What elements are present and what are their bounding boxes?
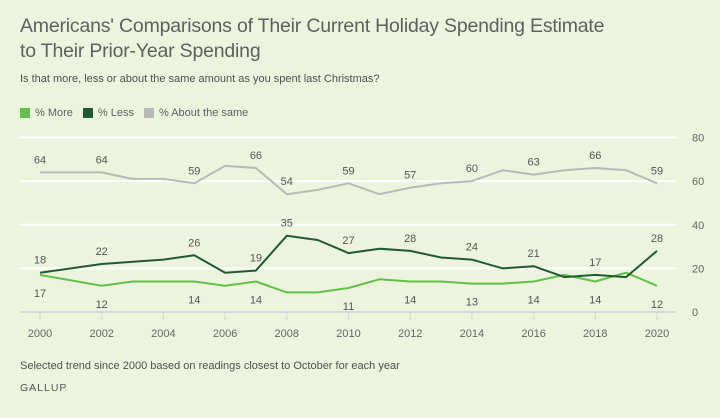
y-tick-label: 40 — [692, 220, 704, 232]
data-label-more: 14 — [250, 294, 262, 306]
data-label-about-the-same: 63 — [527, 157, 539, 169]
data-label-more: 12 — [96, 299, 108, 311]
data-label-more: 14 — [589, 294, 601, 306]
gallup-brand: GALLUP — [20, 382, 68, 394]
data-label-more: 13 — [466, 297, 478, 309]
legend-item-same: % About the same — [143, 107, 249, 119]
legend-label-more: % More — [35, 107, 73, 119]
data-label-more: 17 — [34, 288, 46, 300]
legend-label-same: % About the same — [158, 107, 249, 119]
legend-swatch-less — [82, 108, 93, 118]
chart-title: Americans' Comparisons of Their Current … — [20, 15, 605, 62]
x-tick-label: 2012 — [398, 328, 422, 340]
x-tick-label: 2000 — [28, 328, 52, 340]
series-line-more — [39, 271, 658, 294]
series-line-about-the-same — [40, 164, 658, 196]
data-label-less: 21 — [527, 248, 539, 260]
data-label-less: 17 — [589, 257, 601, 269]
y-tick-label: 20 — [692, 263, 704, 275]
footnote: Selected trend since 2000 based on readi… — [20, 360, 400, 372]
data-label-less: 35 — [281, 218, 293, 230]
data-label-about-the-same: 54 — [281, 176, 293, 188]
data-label-more: 14 — [527, 294, 539, 306]
x-tick-label: 2010 — [336, 328, 360, 340]
x-tick-label: 2014 — [460, 328, 484, 340]
data-label-less: 26 — [188, 237, 200, 249]
x-tick-label: 2004 — [151, 328, 175, 340]
legend-swatch-same — [143, 108, 154, 118]
data-label-more: 14 — [188, 294, 200, 306]
data-label-about-the-same: 59 — [188, 165, 200, 177]
data-label-about-the-same: 66 — [250, 150, 262, 162]
x-tick-label: 2016 — [521, 328, 545, 340]
legend: % More % Less % About the same — [20, 107, 258, 119]
data-label-about-the-same: 57 — [404, 170, 416, 182]
data-label-about-the-same: 59 — [651, 165, 663, 177]
x-tick-label: 2008 — [275, 328, 299, 340]
data-label-less: 28 — [651, 233, 663, 245]
data-label-less: 28 — [404, 233, 416, 245]
chart-subtitle: Is that more, less or about the same amo… — [20, 73, 380, 85]
x-tick-label: 2006 — [213, 328, 237, 340]
data-label-more: 11 — [343, 301, 354, 313]
data-label-less: 24 — [466, 242, 478, 254]
data-label-about-the-same: 64 — [96, 154, 108, 166]
data-label-about-the-same: 60 — [466, 163, 478, 175]
y-tick-label: 60 — [692, 176, 704, 188]
data-label-less: 22 — [96, 246, 108, 258]
legend-label-less: % Less — [97, 107, 134, 119]
x-tick-label: 2020 — [645, 328, 669, 340]
y-tick-label: 80 — [692, 133, 704, 145]
legend-swatch-more — [20, 108, 30, 118]
data-label-less: 18 — [34, 255, 46, 267]
data-label-less: 19 — [250, 253, 262, 265]
series-line-less — [39, 234, 658, 279]
y-tick-label: 0 — [692, 307, 698, 319]
data-label-about-the-same: 59 — [342, 165, 354, 177]
data-label-about-the-same: 64 — [34, 154, 46, 166]
data-label-about-the-same: 66 — [589, 150, 601, 162]
legend-item-less: % Less — [82, 107, 134, 119]
x-tick-label: 2002 — [89, 328, 113, 340]
x-tick-label: 2018 — [583, 328, 607, 340]
data-label-more: 14 — [404, 294, 416, 306]
legend-item-more: % More — [20, 107, 73, 119]
data-label-more: 12 — [651, 299, 663, 311]
data-label-less: 27 — [342, 235, 354, 247]
